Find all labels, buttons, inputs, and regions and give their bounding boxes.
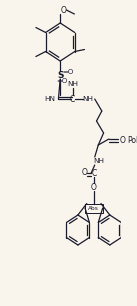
Text: NH: NH	[67, 81, 78, 87]
Text: NH: NH	[82, 96, 93, 102]
Text: Pol: Pol	[127, 136, 137, 144]
Text: S: S	[57, 70, 63, 80]
Text: =O: =O	[63, 69, 74, 75]
Text: =O: =O	[56, 78, 68, 84]
Text: O: O	[81, 167, 87, 177]
Text: C: C	[70, 95, 75, 103]
Text: O: O	[91, 182, 97, 192]
Text: O: O	[61, 6, 67, 14]
Text: O: O	[119, 136, 125, 144]
Text: C: C	[91, 169, 96, 177]
Text: HN: HN	[44, 96, 55, 102]
Bar	[85, 203, 103, 212]
Text: Abs: Abs	[88, 206, 99, 211]
Text: NH: NH	[93, 158, 104, 164]
